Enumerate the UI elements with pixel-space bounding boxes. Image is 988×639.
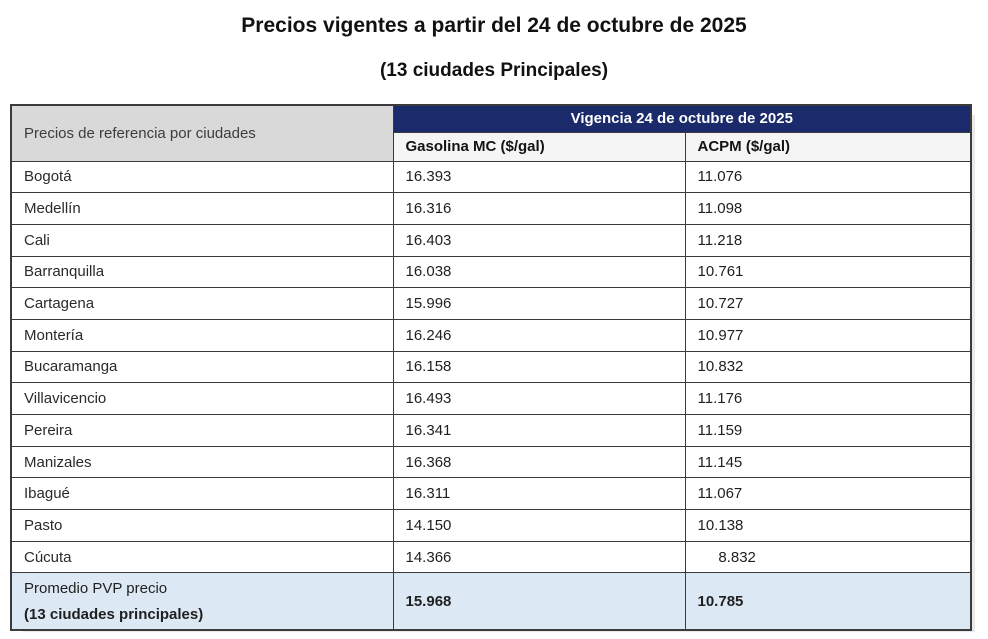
acpm-cell: 11.159: [684, 414, 972, 447]
gasolina-cell: 14.150: [392, 509, 686, 542]
fuel-price-table: Precios de referencia por ciudades Vigen…: [10, 104, 973, 631]
table-body: Bogotá 16.393 11.076 Medellín 16.316 11.098 Ca…: [10, 160, 972, 574]
gasolina-cell: 16.316: [392, 192, 686, 225]
city-cell: Montería: [10, 318, 394, 352]
acpm-cell: 11.145: [684, 445, 972, 479]
acpm-cell: 11.176: [684, 382, 972, 415]
gasolina-cell: 16.493: [392, 382, 686, 415]
average-row: Promedio PVP precio (13 ciudades princip…: [10, 572, 972, 631]
city-cell: Ibagué: [10, 477, 394, 511]
header-row-columns: Gasolina MC ($/gal) ACPM ($/gal): [11, 131, 972, 162]
acpm-cell: 11.098: [684, 192, 972, 225]
average-acpm-cell: 10.785: [684, 572, 972, 631]
table-row: Manizales 16.368 11.145: [10, 445, 972, 479]
table-row: Cali 16.403 11.218: [10, 223, 972, 257]
acpm-cell: 10.138: [684, 509, 972, 542]
gasolina-cell: 16.038: [392, 255, 686, 289]
city-cell: Villavicencio: [10, 382, 394, 415]
city-cell: Cali: [10, 223, 394, 257]
city-cell: Manizales: [10, 445, 394, 479]
gasolina-cell: 16.311: [392, 477, 686, 511]
city-cell: Barranquilla: [10, 255, 394, 289]
vigencia-header-cell: Vigencia 24 de octubre de 2025: [392, 104, 972, 133]
average-label-line1: Promedio PVP precio: [24, 579, 168, 597]
table-row: Barranquilla 16.038 10.761: [10, 255, 972, 289]
city-cell: Bucaramanga: [10, 350, 394, 384]
acpm-cell: 10.727: [684, 287, 972, 320]
header-row-vigencia: Precios de referencia por ciudades Vigen…: [10, 104, 972, 162]
column-header-gasolina: Gasolina MC ($/gal): [392, 131, 686, 162]
average-label-line2: (13 ciudades principales): [24, 605, 204, 623]
table-row: Pereira 16.341 11.159: [10, 414, 972, 447]
page-title: Precios vigentes a partir del 24 de octu…: [241, 14, 747, 37]
table-row: Montería 16.246 10.977: [10, 318, 972, 352]
city-cell: Bogotá: [10, 160, 394, 194]
acpm-cell: 10.832: [684, 350, 972, 384]
city-cell: Medellín: [10, 192, 394, 225]
acpm-cell: 11.076: [684, 160, 972, 194]
gasolina-cell: 16.246: [392, 318, 686, 352]
acpm-cell: 11.218: [684, 223, 972, 257]
acpm-cell: 10.761: [684, 255, 972, 289]
gasolina-cell: 16.393: [392, 160, 686, 194]
city-cell: Cartagena: [10, 287, 394, 320]
city-cell: Pereira: [10, 414, 394, 447]
gasolina-cell: 16.403: [392, 223, 686, 257]
page-subtitle: (13 ciudades Principales): [379, 60, 609, 81]
gasolina-cell: 16.368: [392, 445, 686, 479]
city-cell: Pasto: [10, 509, 394, 542]
table-row: Pasto 14.150 10.138: [10, 509, 972, 542]
gasolina-cell: 15.996: [392, 287, 686, 320]
gasolina-cell: 14.366: [392, 540, 686, 574]
table-row: Bogotá 16.393 11.076: [10, 160, 972, 194]
table-row: Medellín 16.316 11.098: [10, 192, 972, 225]
corner-header-cell: Precios de referencia por ciudades: [10, 104, 394, 162]
table-row: Villavicencio 16.493 11.176: [10, 382, 972, 415]
gasolina-cell: 16.341: [392, 414, 686, 447]
table-row: Ibagué 16.311 11.067: [10, 477, 972, 511]
acpm-cell: 10.977: [684, 318, 972, 352]
city-cell: Cúcuta: [10, 540, 394, 574]
acpm-cell: 8.832: [684, 540, 972, 574]
acpm-cell: 11.067: [684, 477, 972, 511]
average-gasolina-cell: 15.968: [392, 572, 686, 631]
table-row: Cartagena 15.996 10.727: [10, 287, 972, 320]
table-row: Cúcuta 14.366 8.832: [10, 540, 972, 574]
gasolina-cell: 16.158: [392, 350, 686, 384]
table-row: Bucaramanga 16.158 10.832: [10, 350, 972, 384]
average-label-cell: Promedio PVP precio (13 ciudades princip…: [10, 572, 394, 631]
document-page: Precios vigentes a partir del 24 de octu…: [0, 14, 988, 639]
column-header-acpm: ACPM ($/gal): [684, 131, 972, 162]
